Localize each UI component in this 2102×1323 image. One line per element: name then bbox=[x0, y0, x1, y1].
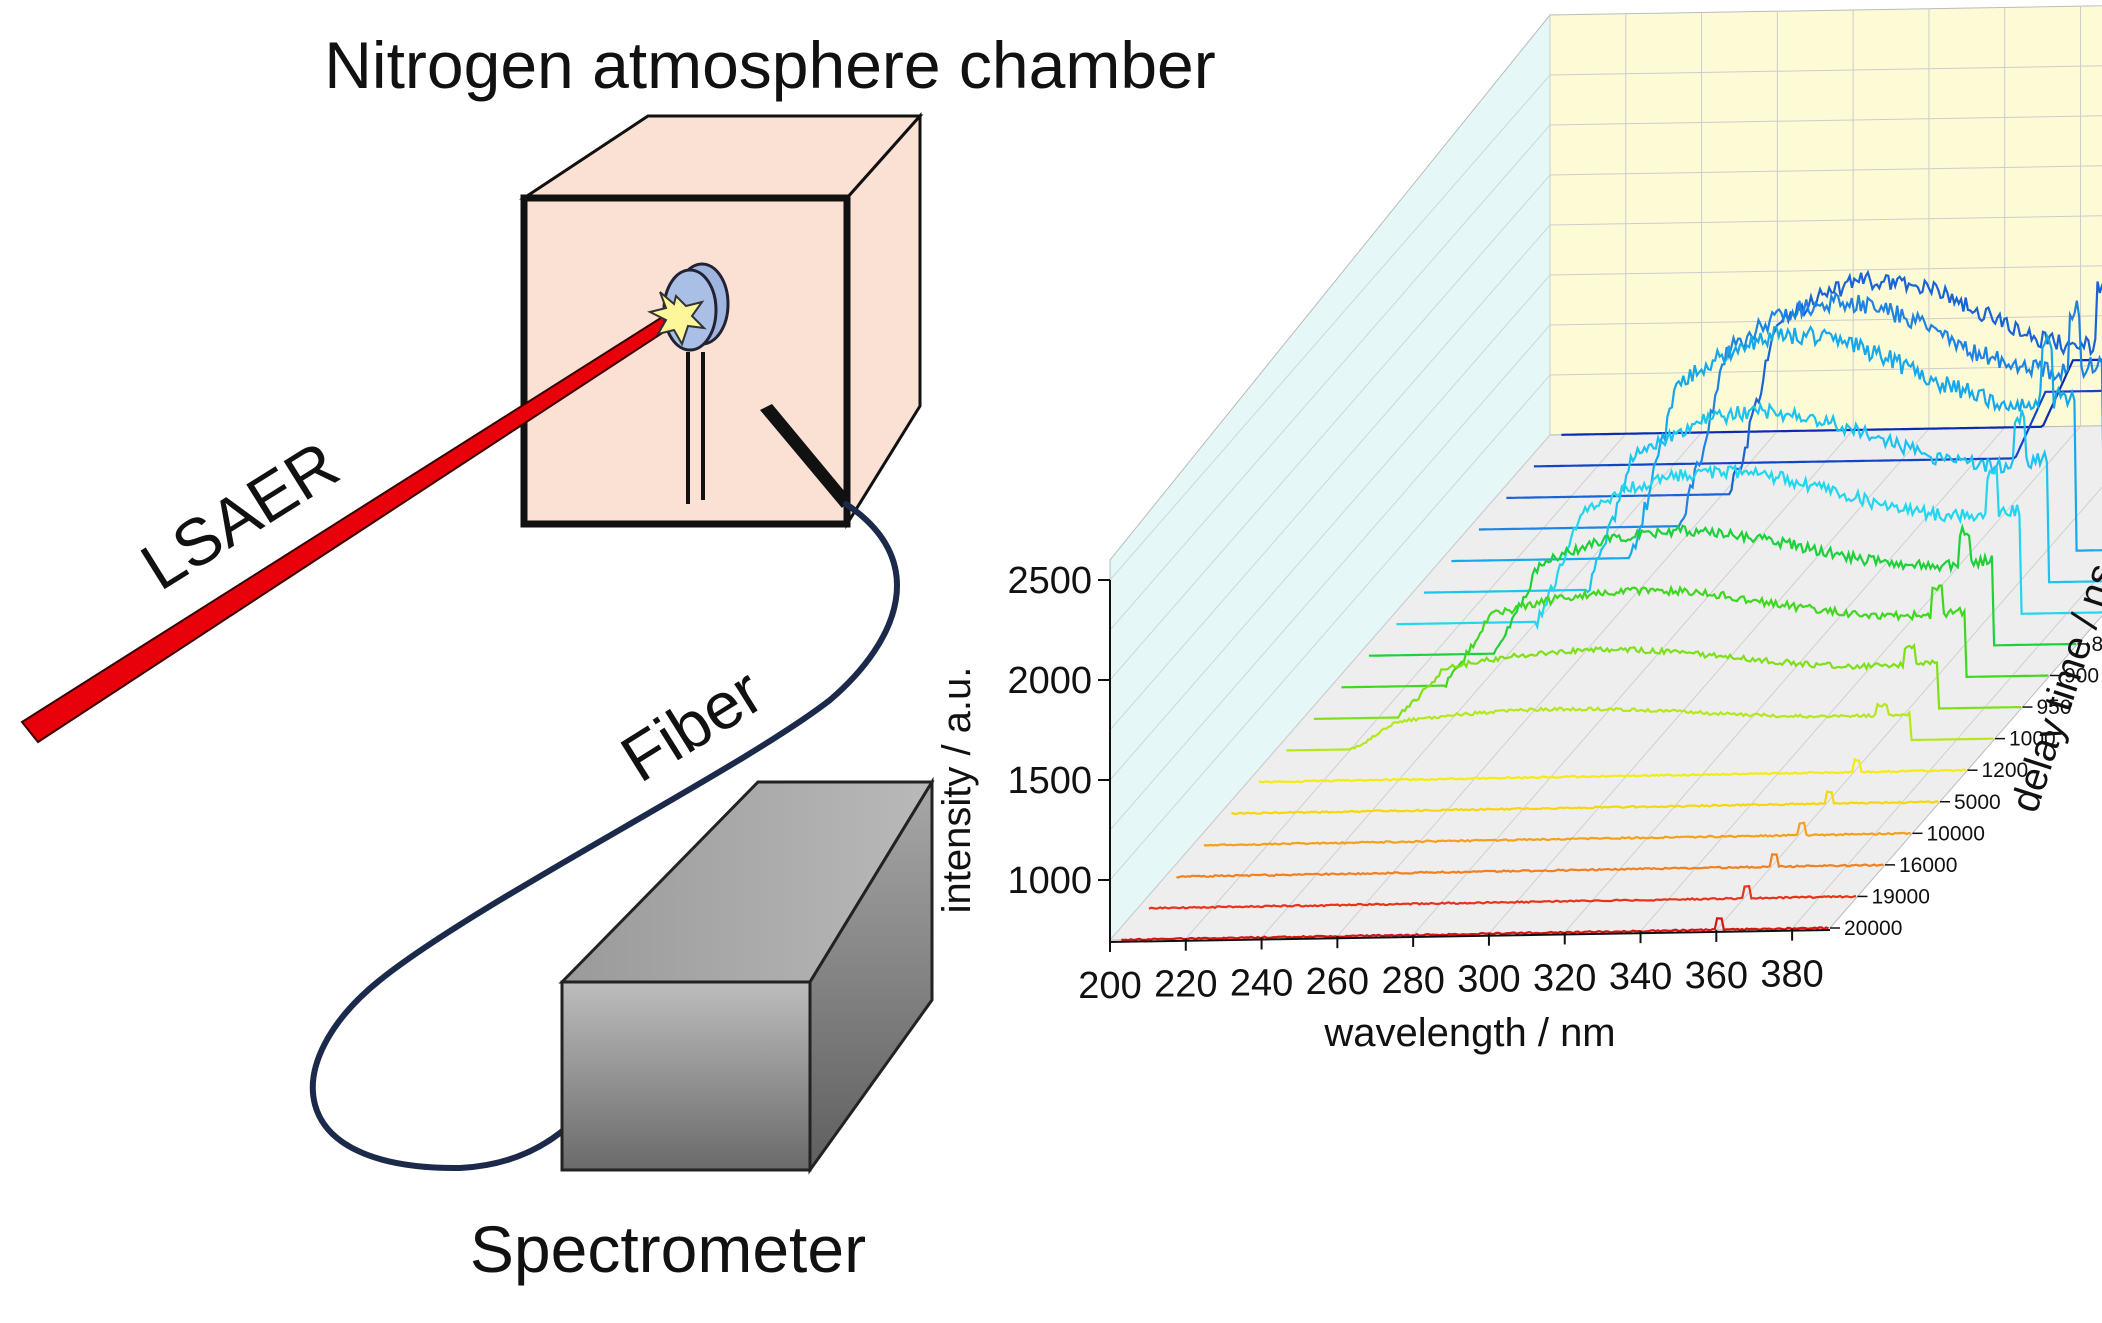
delay-tick-label: 1200 bbox=[1982, 759, 2029, 782]
delay-tick-label: 5000 bbox=[1954, 791, 2001, 814]
spectrum-line bbox=[1561, 358, 2102, 436]
fiber-probe bbox=[760, 404, 850, 508]
gridline bbox=[1109, 374, 1551, 881]
spectrum-line bbox=[1423, 401, 2102, 594]
spectrum-line bbox=[1341, 584, 2049, 689]
x-tick-label: 340 bbox=[1609, 956, 1672, 998]
gridline bbox=[1336, 430, 1778, 937]
spectrum-line bbox=[1533, 389, 2102, 468]
gridline bbox=[1109, 274, 1551, 781]
spectrum-line bbox=[1121, 917, 1829, 942]
gridline bbox=[1109, 74, 1551, 581]
sample-target bbox=[647, 262, 730, 504]
gridline bbox=[1109, 124, 1551, 631]
delay-tick-label: 16000 bbox=[1899, 854, 1957, 877]
gridline bbox=[1549, 265, 2102, 276]
chamber-front-face bbox=[520, 194, 851, 528]
y-tick-label: 1000 bbox=[1007, 860, 1092, 902]
chamber-label: Nitrogen atmosphere chamber bbox=[324, 28, 1215, 102]
spectrum-line bbox=[1396, 463, 2102, 631]
spectrum-line bbox=[1506, 269, 2102, 499]
chart-series bbox=[1121, 269, 2102, 942]
delay-tick-label: 20000 bbox=[1844, 917, 1902, 940]
gridline bbox=[1109, 324, 1551, 831]
y-tick-label: 2000 bbox=[1007, 660, 1092, 702]
y-tick-label: 1500 bbox=[1007, 760, 1092, 802]
spectrum-line bbox=[1313, 642, 2021, 720]
chamber-cube bbox=[519, 112, 924, 530]
delay-tick-label: 850 bbox=[2092, 633, 2102, 656]
delay-tick-label: 1000 bbox=[2009, 728, 2056, 751]
waterfall-chart: 200 220 240 260 280 300 320 340 360 380 1000 1500 20… bbox=[935, 5, 2102, 1055]
x-tick-label: 320 bbox=[1533, 957, 1596, 999]
x-tick-label: 200 bbox=[1078, 965, 1141, 1007]
spectrum-line bbox=[1258, 757, 1967, 784]
x-tick-label: 220 bbox=[1154, 964, 1217, 1006]
spectrum-line bbox=[1478, 291, 2102, 531]
x-axis-label: wavelength / nm bbox=[1323, 1011, 1615, 1055]
y-axis-label: intensity / a.u. bbox=[935, 667, 979, 914]
spectrum-line bbox=[1148, 884, 1857, 910]
spectrum-line bbox=[1451, 325, 2102, 563]
spectrometer-front-face bbox=[560, 980, 812, 1172]
gridline bbox=[1549, 65, 2102, 76]
x-axis-line bbox=[1109, 929, 1831, 943]
spectrum-line bbox=[1203, 821, 1912, 847]
gridline bbox=[1549, 365, 2102, 376]
gridline bbox=[1261, 432, 1702, 938]
gridline bbox=[1549, 215, 2102, 226]
plasma-spark-icon bbox=[647, 291, 707, 347]
delay-tick-label: 10000 bbox=[1927, 822, 1985, 845]
spectrum-line bbox=[1286, 702, 1994, 752]
gridline bbox=[1549, 115, 2102, 126]
laser-beam bbox=[20, 314, 678, 744]
gridline bbox=[1640, 425, 2081, 932]
fiber-label: Fiber bbox=[608, 653, 775, 795]
spectrum-line bbox=[1368, 523, 2076, 657]
y-tick-label: 2500 bbox=[1007, 560, 1092, 602]
chart-axes: 200 220 240 260 280 300 320 340 360 380 1000 1500 20… bbox=[1007, 560, 2102, 1007]
x-tick-label: 380 bbox=[1760, 954, 1823, 996]
setup-diagram: Nitrogen atmosphere chamber LSAER Fiber bbox=[20, 28, 1216, 1286]
x-tick-label: 260 bbox=[1306, 961, 1369, 1003]
gridline bbox=[1109, 174, 1551, 681]
gridline bbox=[1412, 429, 1854, 936]
spectrometer-label: Spectrometer bbox=[470, 1212, 866, 1286]
gridline bbox=[1549, 165, 2102, 176]
x-tick-label: 360 bbox=[1685, 955, 1748, 997]
gridline bbox=[1109, 434, 1551, 941]
x-tick-label: 280 bbox=[1381, 960, 1444, 1002]
gridline bbox=[1715, 486, 2102, 931]
spectrum-line bbox=[1176, 853, 1884, 879]
gridline bbox=[1488, 428, 1930, 935]
spectrum-line bbox=[1231, 790, 1939, 816]
x-tick-label: 240 bbox=[1230, 962, 1293, 1004]
spectrometer-box bbox=[558, 776, 935, 1175]
delay-tick-label: 19000 bbox=[1872, 885, 1930, 908]
gridline bbox=[1549, 315, 2102, 326]
delay-tick-label: 950 bbox=[2037, 696, 2072, 719]
x-tick-label: 300 bbox=[1457, 959, 1520, 1001]
delay-tick-label: 900 bbox=[2064, 665, 2099, 688]
fiber-cable bbox=[309, 501, 900, 1172]
laser-label: LSAER bbox=[128, 426, 351, 603]
gridline bbox=[1109, 224, 1551, 731]
